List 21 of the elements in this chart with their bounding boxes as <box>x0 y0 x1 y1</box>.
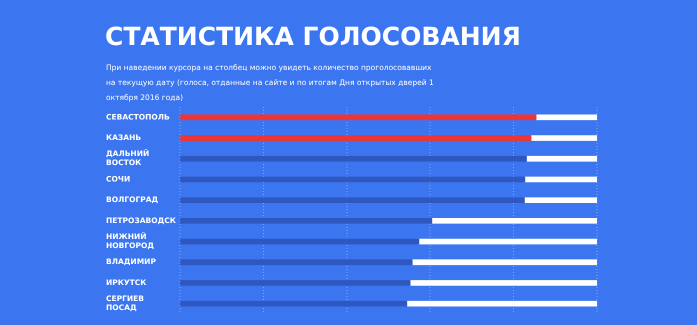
bar <box>180 114 536 120</box>
bar <box>180 280 411 286</box>
bar <box>412 259 597 266</box>
chart-title: СТАТИСТИКА ГОЛОСОВАНИЯ <box>105 22 521 51</box>
bar <box>180 135 532 141</box>
bar <box>180 300 408 306</box>
bar <box>180 176 526 182</box>
bar <box>180 238 420 244</box>
bar <box>530 135 597 141</box>
bar <box>536 114 597 120</box>
bar <box>406 300 597 306</box>
bar <box>432 218 597 224</box>
bar <box>524 197 597 203</box>
bar <box>410 280 597 286</box>
bar <box>524 176 597 182</box>
bar <box>526 156 597 162</box>
bar <box>180 156 527 162</box>
bar <box>180 259 413 266</box>
bar <box>418 238 597 244</box>
bar <box>180 218 432 224</box>
bar <box>180 197 525 203</box>
